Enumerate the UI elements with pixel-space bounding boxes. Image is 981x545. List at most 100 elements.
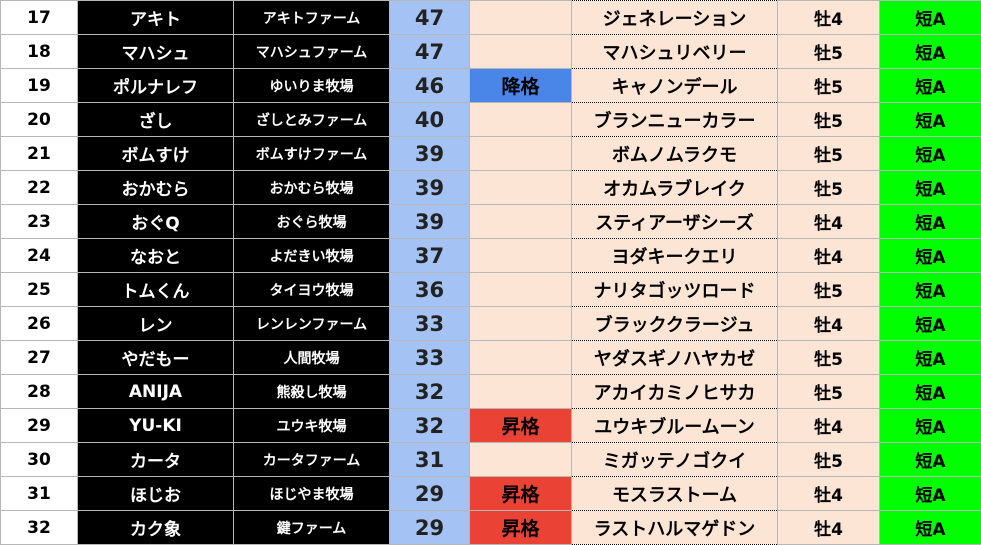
owner-name-cell[interactable]: おぐQ xyxy=(78,205,234,239)
horse-name-cell[interactable]: マハシュリベリー xyxy=(572,35,778,69)
horse-name-cell[interactable]: ジェネレーション xyxy=(572,1,778,35)
rank-cell[interactable]: 17 xyxy=(1,1,78,35)
owner-name-cell[interactable]: やだもー xyxy=(78,341,234,375)
score-cell[interactable]: 37 xyxy=(390,239,470,273)
score-cell[interactable]: 29 xyxy=(390,477,470,511)
sex-age-cell[interactable]: 牡5 xyxy=(778,443,880,477)
grade-cell[interactable]: 短A xyxy=(880,443,981,477)
score-cell[interactable]: 39 xyxy=(390,137,470,171)
score-cell[interactable]: 47 xyxy=(390,35,470,69)
rank-cell[interactable]: 22 xyxy=(1,171,78,205)
sex-age-cell[interactable]: 牡4 xyxy=(778,1,880,35)
rank-cell[interactable]: 31 xyxy=(1,477,78,511)
status-cell[interactable] xyxy=(470,103,572,137)
farm-name-cell[interactable]: 鍵ファーム xyxy=(234,511,390,545)
owner-name-cell[interactable]: なおと xyxy=(78,239,234,273)
owner-name-cell[interactable]: カータ xyxy=(78,443,234,477)
grade-cell[interactable]: 短A xyxy=(880,409,981,443)
sex-age-cell[interactable]: 牡4 xyxy=(778,205,880,239)
grade-cell[interactable]: 短A xyxy=(880,273,981,307)
score-cell[interactable]: 36 xyxy=(390,273,470,307)
horse-name-cell[interactable]: ユウキブルームーン xyxy=(572,409,778,443)
rank-cell[interactable]: 28 xyxy=(1,375,78,409)
sex-age-cell[interactable]: 牡4 xyxy=(778,511,880,545)
rank-cell[interactable]: 20 xyxy=(1,103,78,137)
horse-name-cell[interactable]: ナリタゴッツロード xyxy=(572,273,778,307)
score-cell[interactable]: 33 xyxy=(390,307,470,341)
horse-name-cell[interactable]: ブラッククラージュ xyxy=(572,307,778,341)
status-cell[interactable] xyxy=(470,1,572,35)
grade-cell[interactable]: 短A xyxy=(880,341,981,375)
owner-name-cell[interactable]: ざし xyxy=(78,103,234,137)
horse-name-cell[interactable]: オカムラブレイク xyxy=(572,171,778,205)
score-cell[interactable]: 39 xyxy=(390,205,470,239)
horse-name-cell[interactable]: モスラストーム xyxy=(572,477,778,511)
rank-cell[interactable]: 18 xyxy=(1,35,78,69)
status-cell[interactable] xyxy=(470,341,572,375)
score-cell[interactable]: 32 xyxy=(390,375,470,409)
sex-age-cell[interactable]: 牡5 xyxy=(778,341,880,375)
score-cell[interactable]: 46 xyxy=(390,69,470,103)
grade-cell[interactable]: 短A xyxy=(880,35,981,69)
farm-name-cell[interactable]: マハシュファーム xyxy=(234,35,390,69)
rank-cell[interactable]: 32 xyxy=(1,511,78,545)
farm-name-cell[interactable]: 人間牧場 xyxy=(234,341,390,375)
owner-name-cell[interactable]: ANIJA xyxy=(78,375,234,409)
status-cell[interactable]: 降格 xyxy=(470,69,572,103)
horse-name-cell[interactable]: ヨダキークエリ xyxy=(572,239,778,273)
status-cell[interactable] xyxy=(470,205,572,239)
horse-name-cell[interactable]: ラストハルマゲドン xyxy=(572,511,778,545)
farm-name-cell[interactable]: おぐら牧場 xyxy=(234,205,390,239)
grade-cell[interactable]: 短A xyxy=(880,171,981,205)
grade-cell[interactable]: 短A xyxy=(880,205,981,239)
score-cell[interactable]: 31 xyxy=(390,443,470,477)
owner-name-cell[interactable]: マハシュ xyxy=(78,35,234,69)
sex-age-cell[interactable]: 牡5 xyxy=(778,69,880,103)
sex-age-cell[interactable]: 牡5 xyxy=(778,103,880,137)
farm-name-cell[interactable]: アキトファーム xyxy=(234,1,390,35)
horse-name-cell[interactable]: ブランニューカラー xyxy=(572,103,778,137)
owner-name-cell[interactable]: アキト xyxy=(78,1,234,35)
farm-name-cell[interactable]: ほじやま牧場 xyxy=(234,477,390,511)
owner-name-cell[interactable]: トムくん xyxy=(78,273,234,307)
status-cell[interactable] xyxy=(470,137,572,171)
horse-name-cell[interactable]: ヤダスギノハヤカゼ xyxy=(572,341,778,375)
rank-cell[interactable]: 30 xyxy=(1,443,78,477)
rank-cell[interactable]: 26 xyxy=(1,307,78,341)
farm-name-cell[interactable]: ざしとみファーム xyxy=(234,103,390,137)
grade-cell[interactable]: 短A xyxy=(880,69,981,103)
horse-name-cell[interactable]: スティアーザシーズ xyxy=(572,205,778,239)
sex-age-cell[interactable]: 牡4 xyxy=(778,409,880,443)
grade-cell[interactable]: 短A xyxy=(880,239,981,273)
score-cell[interactable]: 47 xyxy=(390,1,470,35)
owner-name-cell[interactable]: ボムすけ xyxy=(78,137,234,171)
grade-cell[interactable]: 短A xyxy=(880,375,981,409)
score-cell[interactable]: 33 xyxy=(390,341,470,375)
owner-name-cell[interactable]: ポルナレフ xyxy=(78,69,234,103)
farm-name-cell[interactable]: ゆいりま牧場 xyxy=(234,69,390,103)
grade-cell[interactable]: 短A xyxy=(880,477,981,511)
score-cell[interactable]: 29 xyxy=(390,511,470,545)
status-cell[interactable]: 昇格 xyxy=(470,511,572,545)
score-cell[interactable]: 40 xyxy=(390,103,470,137)
horse-name-cell[interactable]: ボムノムラクモ xyxy=(572,137,778,171)
farm-name-cell[interactable]: おかむら牧場 xyxy=(234,171,390,205)
rank-cell[interactable]: 19 xyxy=(1,69,78,103)
sex-age-cell[interactable]: 牡5 xyxy=(778,375,880,409)
grade-cell[interactable]: 短A xyxy=(880,137,981,171)
rank-cell[interactable]: 29 xyxy=(1,409,78,443)
status-cell[interactable] xyxy=(470,171,572,205)
owner-name-cell[interactable]: レン xyxy=(78,307,234,341)
sex-age-cell[interactable]: 牡4 xyxy=(778,307,880,341)
farm-name-cell[interactable]: ユウキ牧場 xyxy=(234,409,390,443)
rank-cell[interactable]: 21 xyxy=(1,137,78,171)
rank-cell[interactable]: 24 xyxy=(1,239,78,273)
grade-cell[interactable]: 短A xyxy=(880,511,981,545)
owner-name-cell[interactable]: YU-KI xyxy=(78,409,234,443)
horse-name-cell[interactable]: アカイカミノヒサカ xyxy=(572,375,778,409)
sex-age-cell[interactable]: 牡4 xyxy=(778,477,880,511)
sex-age-cell[interactable]: 牡5 xyxy=(778,171,880,205)
status-cell[interactable]: 昇格 xyxy=(470,477,572,511)
rank-cell[interactable]: 23 xyxy=(1,205,78,239)
grade-cell[interactable]: 短A xyxy=(880,1,981,35)
